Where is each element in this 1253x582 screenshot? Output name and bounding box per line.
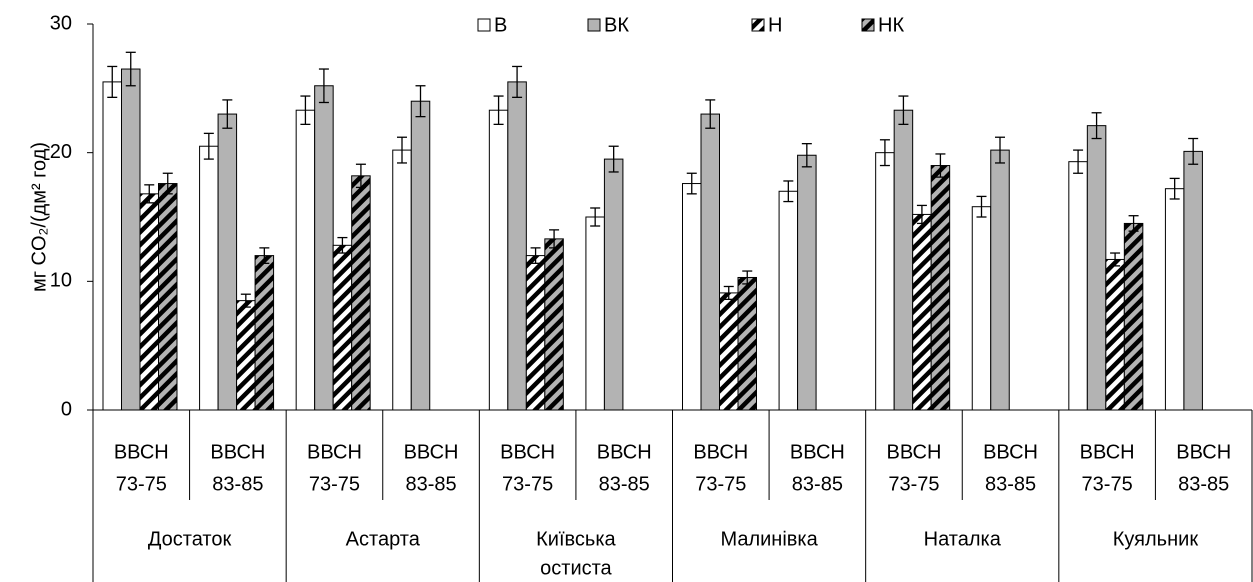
x-tick-label: 73-75	[116, 473, 167, 495]
bar	[875, 152, 895, 411]
group-label: Київська	[536, 528, 616, 550]
bar	[525, 255, 546, 411]
y-tick-label: 20	[50, 141, 72, 163]
x-tick-label: 83-85	[985, 473, 1036, 495]
y-axis-label: мг CO₂/(дм² год)	[28, 142, 50, 292]
bar	[1068, 161, 1088, 411]
x-tick-label: ВВСН	[1176, 441, 1231, 463]
x-tick-label: ВВСН	[790, 441, 845, 463]
bar	[507, 81, 527, 411]
y-tick-label: 10	[50, 270, 72, 292]
legend-label: Н	[768, 14, 782, 36]
x-tick-label: 73-75	[695, 473, 746, 495]
bar	[236, 300, 256, 411]
bar	[990, 149, 1010, 411]
x-tick-label: ВВСН	[307, 441, 362, 463]
x-tick-label: 83-85	[792, 473, 843, 495]
bar	[410, 100, 431, 411]
legend-label: В	[494, 14, 507, 36]
x-tick-label: ВВСН	[693, 441, 748, 463]
bar	[392, 149, 412, 411]
bar	[719, 292, 739, 411]
bar	[1183, 150, 1203, 411]
x-tick-label: 73-75	[309, 473, 360, 495]
x-tick-label: ВВСН	[887, 441, 942, 463]
bar	[585, 216, 605, 411]
x-tick-label: ВВСН	[597, 441, 652, 463]
x-tick-label: ВВСН	[500, 441, 555, 463]
bar	[797, 154, 817, 411]
bar	[217, 113, 238, 411]
legend-swatch	[751, 18, 765, 32]
bar	[158, 183, 178, 411]
x-tick-label: 73-75	[888, 473, 939, 495]
bar	[930, 165, 951, 411]
bar	[351, 175, 371, 411]
x-tick-label: ВВСН	[1080, 441, 1135, 463]
x-tick-label: 83-85	[212, 473, 263, 495]
bar	[1123, 222, 1144, 411]
x-tick-label: 83-85	[1178, 473, 1229, 495]
x-tick-label: ВВСН	[983, 441, 1038, 463]
y-tick-label: 0	[61, 398, 72, 420]
bar	[971, 206, 992, 411]
bar	[314, 85, 334, 411]
x-tick-label: 73-75	[502, 473, 553, 495]
group-label: Астарта	[346, 528, 421, 550]
bar	[488, 109, 509, 411]
group-label: Наталка	[924, 528, 1002, 550]
bar	[121, 68, 141, 411]
y-tick-label: 30	[50, 12, 72, 34]
x-tick-label: ВВСН	[210, 441, 265, 463]
bar	[544, 238, 564, 411]
legend-label: ВК	[604, 14, 629, 36]
bar	[332, 244, 353, 411]
bar	[893, 109, 914, 411]
group-label: Куяльник	[1113, 528, 1199, 550]
legend-label: НК	[878, 14, 904, 36]
legend-swatch	[587, 18, 601, 32]
group-label: остиста	[540, 557, 612, 579]
group-label: Достаток	[148, 528, 232, 550]
bar	[102, 81, 122, 411]
legend-swatch	[861, 18, 875, 32]
legend-swatch	[477, 18, 491, 32]
bar	[737, 276, 757, 411]
bar	[912, 213, 932, 411]
x-tick-label: 83-85	[599, 473, 650, 495]
x-tick-label: 83-85	[405, 473, 456, 495]
bar	[199, 145, 219, 411]
bar	[1164, 188, 1185, 411]
group-label: Малинівка	[720, 528, 818, 550]
x-tick-label: ВВСН	[114, 441, 169, 463]
bar	[139, 193, 159, 411]
bar	[700, 113, 720, 411]
bar	[603, 158, 624, 411]
bar	[778, 190, 799, 411]
bar	[682, 183, 702, 411]
bar	[254, 255, 275, 411]
bar	[1086, 125, 1107, 411]
bar	[295, 109, 316, 411]
bar	[1105, 258, 1125, 411]
x-tick-label: 73-75	[1082, 473, 1133, 495]
x-tick-label: ВВСН	[404, 441, 459, 463]
